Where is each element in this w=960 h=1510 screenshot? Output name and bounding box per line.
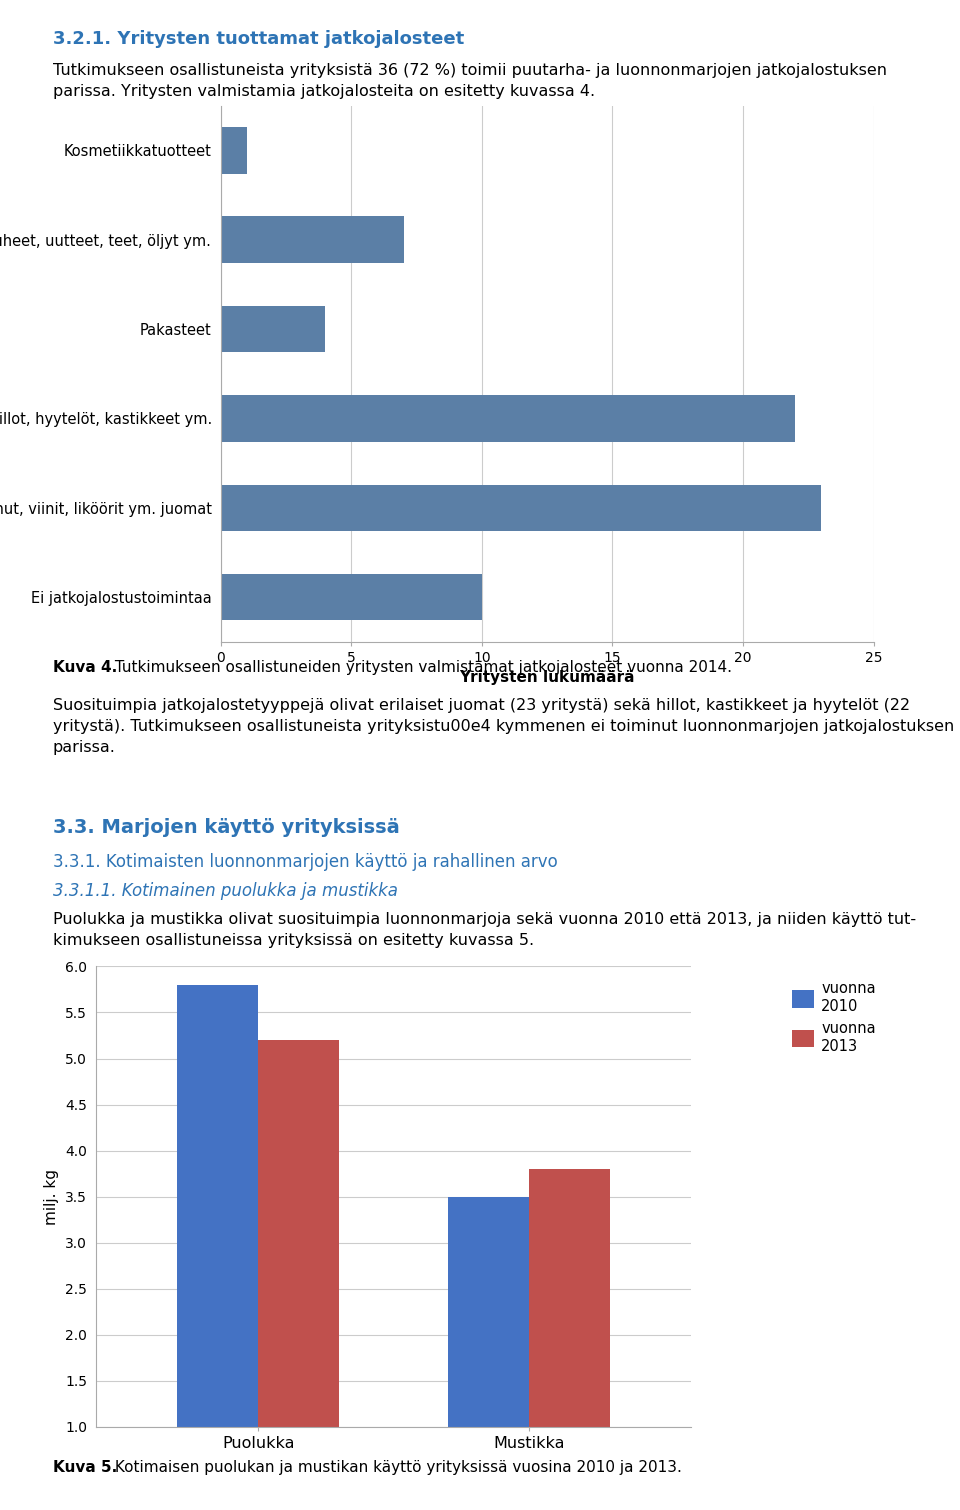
- Text: 3.3.1.1. Kotimainen puolukka ja mustikka: 3.3.1.1. Kotimainen puolukka ja mustikka: [53, 882, 397, 900]
- Text: Kuva 5.: Kuva 5.: [53, 1460, 117, 1475]
- X-axis label: Yritysten lukumäärä: Yritysten lukumäärä: [460, 670, 635, 686]
- Bar: [221, 396, 795, 441]
- Text: 3.3.1. Kotimaisten luonnonmarjojen käyttö ja rahallinen arvo: 3.3.1. Kotimaisten luonnonmarjojen käytt…: [53, 853, 558, 871]
- Legend: vuonna
2010, vuonna
2013: vuonna 2010, vuonna 2013: [786, 975, 881, 1060]
- Bar: [178, 985, 258, 1510]
- Bar: [221, 574, 482, 621]
- Text: Tutkimukseen osallistuneista yrityksistä 36 (72 %) toimii puutarha- ja luonnonma: Tutkimukseen osallistuneista yrityksistä…: [53, 63, 887, 100]
- Text: Kuva 4.: Kuva 4.: [53, 660, 117, 675]
- Text: Suosituimpia jatkojalostetyyppejä olivat erilaiset juomat (23 yritystä) sekä hil: Suosituimpia jatkojalostetyyppejä olivat…: [53, 698, 954, 755]
- Text: Tutkimukseen osallistuneiden yritysten valmistamat jatkojalosteet vuonna 2014.: Tutkimukseen osallistuneiden yritysten v…: [110, 660, 732, 675]
- Bar: [529, 1169, 610, 1510]
- Bar: [221, 127, 247, 174]
- Y-axis label: milj. kg: milj. kg: [44, 1169, 60, 1225]
- Bar: [447, 1196, 529, 1510]
- Bar: [258, 1040, 340, 1510]
- Text: Kotimaisen puolukan ja mustikan käyttö yrityksissä vuosina 2010 ja 2013.: Kotimaisen puolukan ja mustikan käyttö y…: [110, 1460, 683, 1475]
- Text: Puolukka ja mustikka olivat suosituimpia luonnonmarjoja sekä vuonna 2010 että 20: Puolukka ja mustikka olivat suosituimpia…: [53, 912, 916, 948]
- Bar: [221, 485, 822, 532]
- Bar: [221, 307, 325, 352]
- Text: 3.2.1. Yritysten tuottamat jatkojalosteet: 3.2.1. Yritysten tuottamat jatkojalostee…: [53, 30, 464, 48]
- Text: 3.3. Marjojen käyttö yrityksissä: 3.3. Marjojen käyttö yrityksissä: [53, 818, 399, 838]
- Bar: [221, 216, 403, 263]
